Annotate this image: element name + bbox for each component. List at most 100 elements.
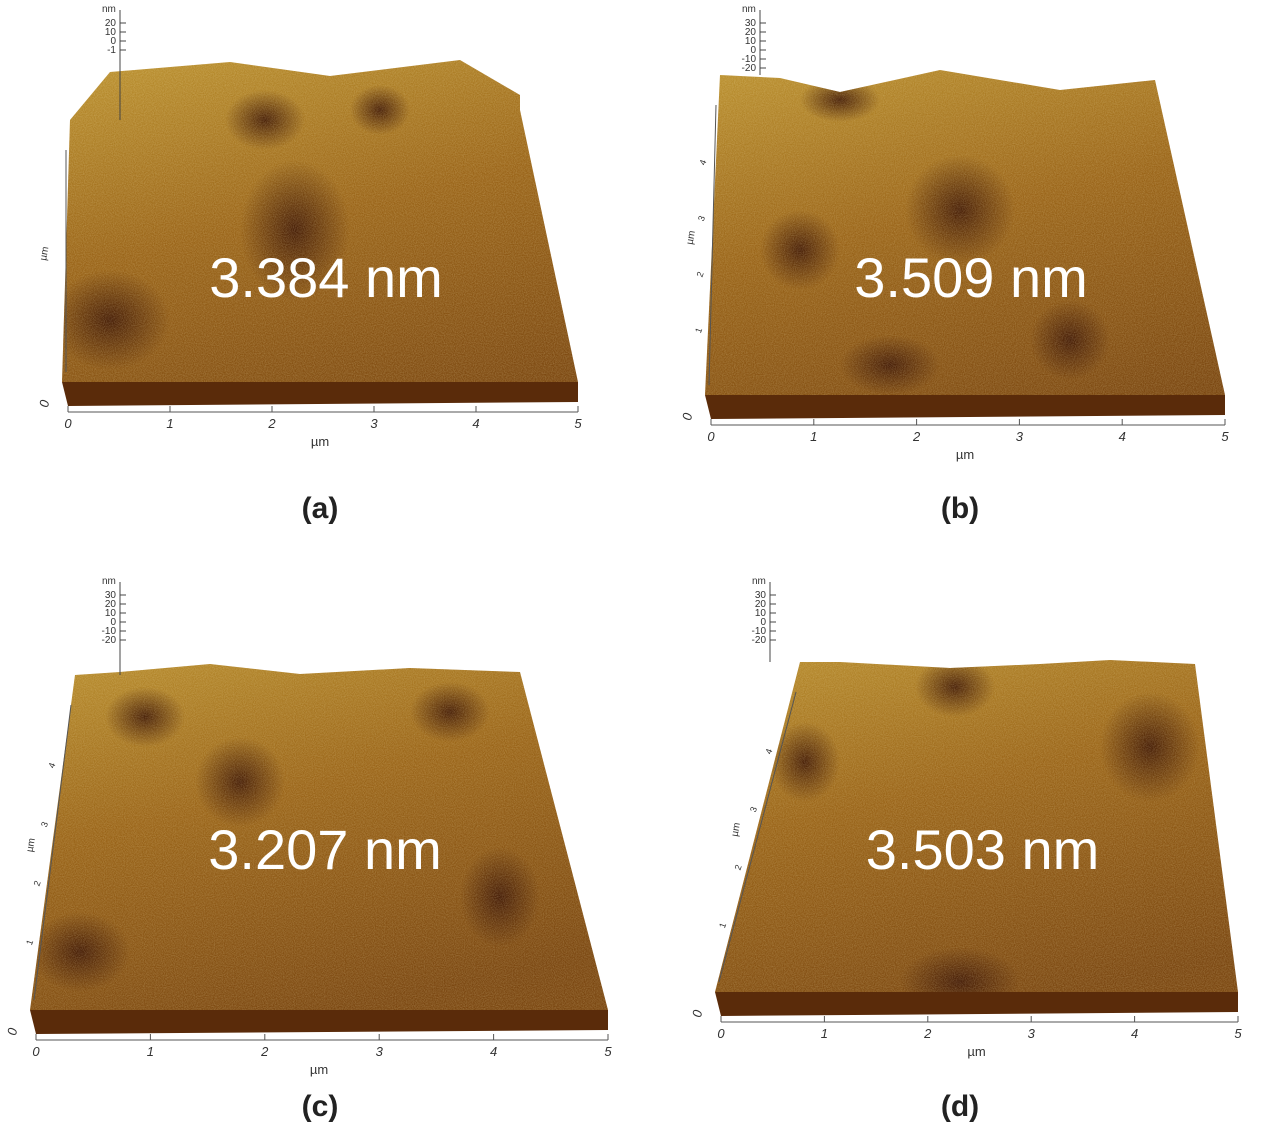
x-tick-label: 5: [604, 1044, 612, 1059]
z-tick-label: -10: [752, 626, 767, 637]
x-tick-label: 1: [147, 1044, 154, 1059]
height-surface: [705, 70, 1225, 395]
y-tick-label: 2: [733, 863, 744, 871]
roughness-value: 3.384 nm: [209, 246, 443, 309]
y-axis: [708, 104, 717, 386]
z-tick-label: 0: [760, 617, 766, 628]
x-tick-label: 1: [166, 416, 173, 431]
x-axis-unit: µm: [956, 447, 974, 462]
height-surface: [30, 664, 608, 1010]
x-tick-label: 4: [1119, 429, 1126, 444]
x-tick-label: 3: [1016, 429, 1024, 444]
z-tick-label: 30: [745, 18, 757, 29]
z-tick-label: 0: [750, 45, 756, 56]
x-tick-label: 2: [267, 416, 276, 431]
afm-panel: nm 30 20 10 0 -10 -20 1 2 3 4 µm 0 1 2 3 4 5 µm 0 3.503 nm (d…: [640, 572, 1280, 1144]
x-tick-label: 0: [32, 1044, 40, 1059]
x-tick-label: 4: [490, 1044, 497, 1059]
y-tick-label: 4: [763, 747, 774, 755]
z-axis-unit: nm: [102, 576, 116, 587]
origin-label: 0: [689, 1008, 705, 1018]
z-tick-label: 0: [110, 36, 116, 47]
afm-panel: nm 30 20 10 0 -10 -20 1 2 3 4 µm 0 1 2 3 4 5 µm 0 3.207 nm (c…: [0, 572, 640, 1144]
z-tick-label: -10: [742, 54, 757, 65]
afm-panel: nm 20 10 0 -1 µm 0 1 2 3 4 5 µm 0 3.384 nm (a): [0, 0, 640, 572]
y-tick-label: 1: [24, 938, 35, 946]
z-tick-label: 20: [105, 599, 117, 610]
x-tick-label: 3: [370, 416, 378, 431]
surface-base: [62, 382, 578, 406]
afm-panel: nm 30 20 10 0 -10 -20 1 2 3 4 µm 0 1 2 3 4 5 µm 0 3.509 nm (b…: [640, 0, 1280, 572]
z-tick-label: 20: [105, 18, 117, 29]
y-tick-label: 3: [39, 820, 50, 828]
z-tick-label: 10: [105, 27, 117, 38]
z-axis-unit: nm: [752, 576, 766, 587]
height-surface: [62, 60, 578, 382]
x-tick-label: 1: [821, 1026, 828, 1041]
y-axis: [33, 704, 72, 1001]
y-tick-label: 1: [717, 921, 728, 929]
z-tick-label: -10: [102, 626, 117, 637]
y-tick-label: 3: [696, 214, 707, 222]
x-tick-label: 2: [912, 429, 921, 444]
z-tick-label: -20: [102, 635, 117, 646]
surface-base: [705, 395, 1225, 419]
x-tick-label: 4: [1131, 1026, 1138, 1041]
x-tick-label: 2: [260, 1044, 269, 1059]
x-tick-label: 5: [574, 416, 582, 431]
x-tick-label: 5: [1221, 429, 1229, 444]
y-tick-label: 1: [693, 326, 704, 334]
x-axis-unit: µm: [967, 1044, 985, 1059]
y-tick-label: 2: [32, 879, 43, 887]
z-axis-unit: nm: [742, 4, 756, 15]
x-tick-label: 0: [707, 429, 715, 444]
y-tick-label: 3: [748, 805, 759, 813]
z-tick-label: 20: [745, 27, 757, 38]
x-tick-label: 3: [376, 1044, 384, 1059]
y-tick-label: 2: [695, 270, 706, 278]
y-axis: [718, 691, 797, 983]
y-axis-unit: µm: [25, 837, 38, 853]
y-axis-unit: µm: [685, 230, 698, 246]
z-tick-label: 0: [110, 617, 116, 628]
panel-caption: (b): [940, 492, 980, 525]
z-tick-label: -20: [752, 635, 767, 646]
panel-caption: (a): [301, 492, 339, 525]
surface-base: [715, 992, 1238, 1016]
x-axis-unit: µm: [311, 434, 329, 449]
panel-caption: (d): [940, 1090, 980, 1123]
x-tick-label: 3: [1028, 1026, 1036, 1041]
y-tick-label: 4: [46, 761, 57, 769]
z-tick-label: 20: [755, 599, 767, 610]
x-tick-label: 0: [717, 1026, 725, 1041]
roughness-value: 3.503 nm: [866, 818, 1100, 881]
z-axis-unit: nm: [102, 4, 116, 15]
z-tick-label: 30: [105, 590, 117, 601]
origin-label: 0: [36, 398, 52, 408]
surface-base: [30, 1010, 608, 1034]
origin-label: 0: [4, 1026, 20, 1036]
x-tick-label: 1: [810, 429, 817, 444]
y-axis-unit: µm: [38, 246, 51, 262]
x-tick-label: 5: [1234, 1026, 1242, 1041]
z-tick-label: 10: [105, 608, 117, 619]
x-tick-label: 4: [472, 416, 479, 431]
origin-label: 0: [679, 411, 695, 421]
z-tick-label: -1: [107, 45, 116, 56]
x-tick-label: 0: [64, 416, 72, 431]
z-tick-label: 30: [755, 590, 767, 601]
y-tick-label: 4: [697, 158, 708, 166]
panel-caption: (c): [301, 1090, 339, 1123]
x-tick-label: 2: [923, 1026, 932, 1041]
y-axis-unit: µm: [730, 822, 743, 838]
height-surface: [715, 660, 1238, 992]
z-tick-label: -20: [742, 63, 757, 74]
z-tick-label: 10: [755, 608, 767, 619]
roughness-value: 3.509 nm: [854, 246, 1088, 309]
z-tick-label: 10: [745, 36, 757, 47]
roughness-value: 3.207 nm: [208, 818, 442, 881]
